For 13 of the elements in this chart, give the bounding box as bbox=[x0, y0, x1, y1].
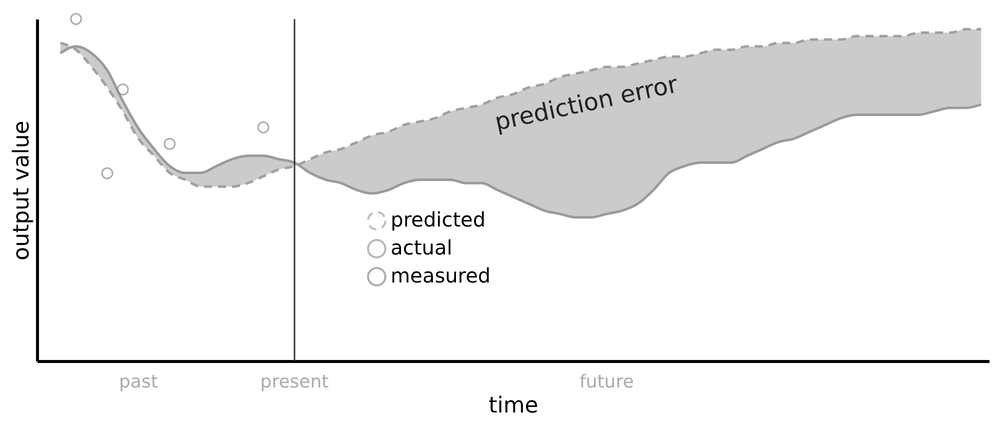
point bbox=[70, 13, 82, 25]
legend-label: predicted bbox=[390, 208, 486, 232]
x-axis-title: time bbox=[488, 394, 538, 418]
point bbox=[257, 121, 270, 134]
point bbox=[164, 138, 176, 150]
x-tick-label: past bbox=[118, 372, 158, 392]
x-tick-label: present bbox=[260, 372, 329, 392]
point bbox=[116, 83, 129, 96]
legend-label: actual bbox=[390, 236, 452, 260]
x-tick-label: future bbox=[579, 372, 634, 392]
y-axis-title: output value bbox=[10, 120, 34, 260]
legend-label: measured bbox=[390, 264, 491, 288]
point bbox=[101, 167, 114, 180]
